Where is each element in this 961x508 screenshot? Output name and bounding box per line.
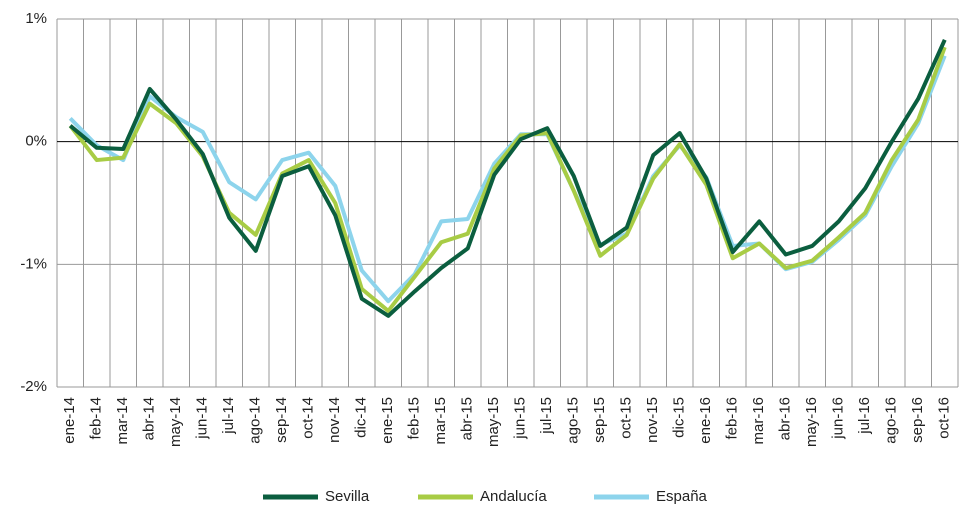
x-tick-label: dic-14 <box>353 397 370 438</box>
x-tick-label: feb-15 <box>406 397 423 440</box>
x-tick-label: jun-16 <box>830 397 847 440</box>
legend-label: Sevilla <box>325 488 370 505</box>
x-tick-label: sep-15 <box>591 397 608 443</box>
x-tick-label: sep-14 <box>273 397 290 443</box>
x-tick-label: ene-14 <box>61 397 78 444</box>
x-tick-label: ene-16 <box>697 397 714 444</box>
x-tick-label: ene-15 <box>379 397 396 444</box>
x-tick-label: sep-16 <box>909 397 926 443</box>
x-tick-label: jun-14 <box>194 397 211 440</box>
x-tick-label: mar-15 <box>432 397 449 445</box>
x-tick-label: mar-14 <box>114 397 131 445</box>
x-tick-label: abr-14 <box>141 397 158 440</box>
x-tick-label: may-16 <box>803 397 820 447</box>
legend-label: España <box>656 488 708 505</box>
x-tick-label: mar-16 <box>750 397 767 445</box>
x-tick-label: jul-16 <box>856 397 873 435</box>
y-tick-label: 1% <box>25 10 47 27</box>
x-tick-label: may-14 <box>167 397 184 447</box>
x-tick-label: feb-16 <box>724 397 741 440</box>
x-tick-label: oct-15 <box>618 397 635 439</box>
x-tick-label: jun-15 <box>512 397 529 440</box>
y-tick-label: -2% <box>20 378 47 395</box>
x-tick-label: jul-15 <box>538 397 555 435</box>
x-tick-label: ago-14 <box>247 397 264 444</box>
x-tick-label: abr-16 <box>777 397 794 440</box>
y-tick-label: -1% <box>20 255 47 272</box>
x-tick-label: oct-16 <box>936 397 953 439</box>
x-tick-label: nov-15 <box>644 397 661 443</box>
x-tick-label: may-15 <box>485 397 502 447</box>
x-tick-label: nov-14 <box>326 397 343 443</box>
x-tick-label: abr-15 <box>459 397 476 440</box>
x-tick-label: dic-15 <box>671 397 688 438</box>
x-tick-label: oct-14 <box>300 397 317 439</box>
y-tick-label: 0% <box>25 133 47 150</box>
x-tick-label: ago-16 <box>883 397 900 444</box>
x-tick-label: feb-14 <box>88 397 105 440</box>
x-tick-label: jul-14 <box>220 397 237 435</box>
series-line <box>68 39 947 318</box>
legend-label: Andalucía <box>480 488 547 505</box>
x-tick-label: ago-15 <box>565 397 582 444</box>
